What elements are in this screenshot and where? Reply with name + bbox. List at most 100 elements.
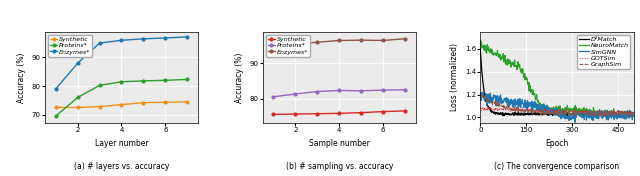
NeuroMatch	[630, 115, 637, 118]
Line: NeuroMatch: NeuroMatch	[480, 40, 634, 120]
Line: Proteins*: Proteins*	[272, 88, 406, 98]
Enzymes*	[118, 39, 125, 41]
Y-axis label: Accuracy (%): Accuracy (%)	[17, 52, 26, 103]
Enzymes*	[292, 43, 300, 45]
D²Match	[550, 114, 557, 116]
SimGNN	[559, 109, 567, 111]
Text: (c) The convergence comparison: (c) The convergence comparison	[494, 162, 620, 171]
Enzymes*	[357, 39, 365, 41]
GOTSim	[476, 107, 484, 109]
NeuroMatch	[602, 113, 609, 115]
Synthetic	[357, 112, 365, 114]
Enzymes*	[74, 62, 81, 64]
Synthetic	[118, 103, 125, 106]
Enzymes*	[335, 39, 343, 42]
Synthetic	[96, 106, 104, 108]
GraphSim	[477, 93, 484, 95]
Line: Proteins*: Proteins*	[54, 78, 189, 117]
Proteins*	[335, 89, 343, 92]
Proteins*	[161, 79, 169, 81]
D²Match	[602, 112, 610, 115]
Enzymes*	[183, 36, 191, 38]
GOTSim	[559, 111, 567, 113]
Y-axis label: Accuracy (%): Accuracy (%)	[235, 52, 244, 103]
NeuroMatch	[603, 119, 611, 121]
Line: GOTSim: GOTSim	[480, 107, 634, 115]
GOTSim	[602, 111, 610, 113]
GraphSim	[549, 112, 557, 115]
Proteins*	[357, 90, 365, 92]
D²Match	[549, 113, 557, 115]
Proteins*	[74, 96, 81, 99]
Text: (a) # layers vs. accuracy: (a) # layers vs. accuracy	[74, 162, 169, 171]
X-axis label: Sample number: Sample number	[308, 139, 370, 148]
NeuroMatch	[568, 110, 575, 112]
Line: SimGNN: SimGNN	[480, 92, 634, 122]
Enzymes*	[161, 37, 169, 39]
Proteins*	[118, 81, 125, 83]
Line: GraphSim: GraphSim	[480, 94, 634, 117]
Proteins*	[292, 93, 300, 95]
SimGNN	[627, 110, 634, 112]
SimGNN	[549, 112, 557, 114]
GOTSim	[630, 112, 637, 115]
Proteins*	[52, 115, 60, 117]
SimGNN	[568, 117, 575, 119]
Line: Enzymes*: Enzymes*	[272, 37, 406, 49]
NeuroMatch	[549, 110, 557, 112]
NeuroMatch	[559, 108, 567, 111]
X-axis label: Epoch: Epoch	[545, 139, 568, 148]
GOTSim	[568, 110, 575, 112]
Legend: Synthetic, Proteins*, Enzymes*: Synthetic, Proteins*, Enzymes*	[266, 35, 310, 56]
SimGNN	[630, 114, 637, 116]
Proteins*	[314, 90, 321, 93]
D²Match	[568, 112, 575, 115]
NeuroMatch	[476, 39, 484, 41]
GraphSim	[630, 111, 637, 113]
Proteins*	[401, 89, 409, 91]
Y-axis label: Loss (normalized): Loss (normalized)	[451, 43, 460, 111]
Synthetic	[335, 112, 343, 114]
GOTSim	[627, 111, 634, 113]
Line: Synthetic: Synthetic	[54, 100, 189, 109]
Proteins*	[96, 84, 104, 87]
NeuroMatch	[550, 112, 557, 114]
Proteins*	[183, 78, 191, 80]
Text: (b) # sampling vs. accuracy: (b) # sampling vs. accuracy	[285, 162, 393, 171]
SimGNN	[476, 91, 484, 93]
X-axis label: Layer number: Layer number	[95, 139, 148, 148]
Synthetic	[401, 110, 409, 112]
GraphSim	[602, 111, 610, 113]
Synthetic	[379, 111, 387, 113]
GraphSim	[568, 112, 575, 114]
GOTSim	[550, 111, 558, 113]
NeuroMatch	[626, 109, 634, 111]
Enzymes*	[314, 41, 321, 43]
Line: Enzymes*: Enzymes*	[54, 35, 189, 90]
Line: D²Match: D²Match	[480, 49, 634, 116]
Synthetic	[52, 106, 60, 109]
Proteins*	[140, 80, 147, 82]
D²Match	[630, 114, 637, 116]
Enzymes*	[52, 88, 60, 90]
Enzymes*	[401, 38, 409, 40]
D²Match	[476, 48, 484, 50]
GOTSim	[610, 114, 618, 116]
GraphSim	[476, 93, 484, 95]
D²Match	[557, 115, 564, 117]
SimGNN	[478, 91, 486, 93]
Enzymes*	[269, 46, 277, 49]
Enzymes*	[96, 42, 104, 44]
SimGNN	[602, 115, 610, 118]
GraphSim	[550, 113, 558, 115]
Synthetic	[183, 101, 191, 103]
Legend: Synthetic, Proteins*, Enzymes*: Synthetic, Proteins*, Enzymes*	[48, 35, 92, 56]
GraphSim	[598, 116, 605, 118]
SimGNN	[571, 121, 579, 123]
Proteins*	[379, 89, 387, 91]
Synthetic	[269, 113, 277, 115]
SimGNN	[550, 114, 558, 116]
D²Match	[559, 114, 567, 116]
Synthetic	[292, 113, 300, 115]
Proteins*	[269, 96, 277, 98]
